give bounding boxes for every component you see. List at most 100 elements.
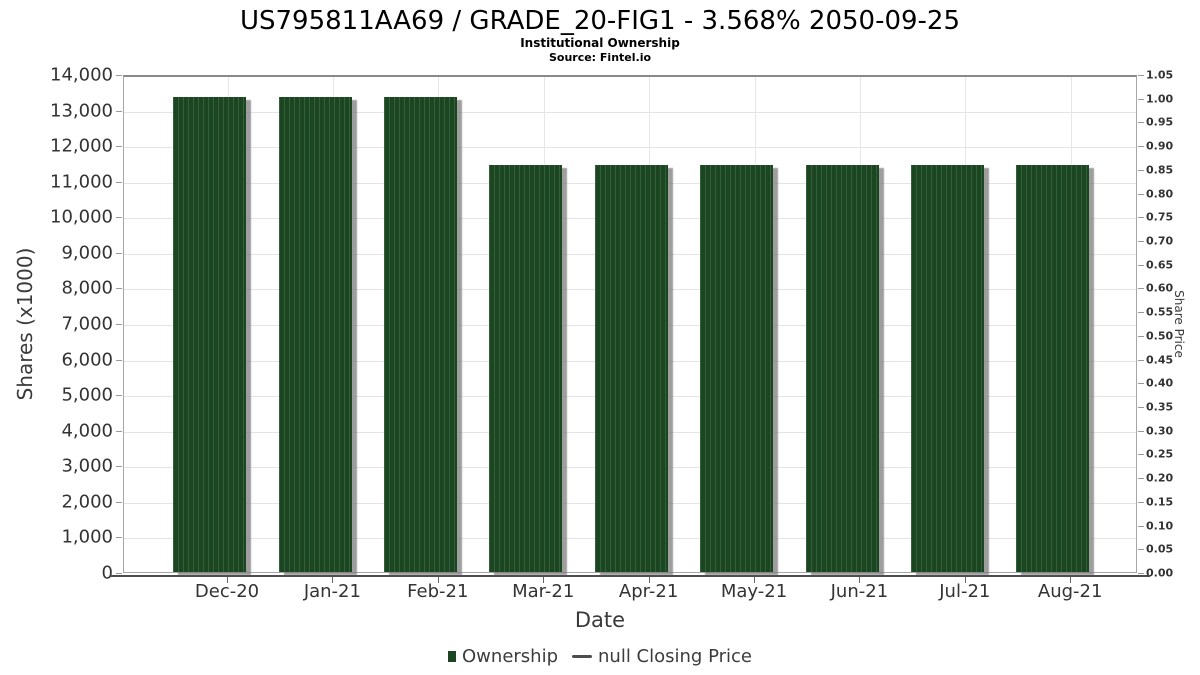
x-axis-title: Date [574, 608, 626, 632]
x-axis-tick-label: Jul-21 [939, 581, 991, 602]
right-axis-tick-label: 0.70 [1146, 234, 1174, 248]
right-axis-tick [1138, 549, 1144, 551]
left-axis-tick [116, 75, 122, 76]
legend: Ownership null Closing Price [0, 646, 1200, 667]
right-axis-tick-label: 1.05 [1146, 68, 1174, 82]
x-axis-tick-label: May-21 [720, 581, 788, 602]
left-axis-tick-label: 3,000 [61, 455, 113, 477]
right-axis-tick [1138, 501, 1144, 503]
x-axis-tick-label: Mar-21 [512, 581, 575, 602]
left-axis-tick [116, 501, 122, 503]
legend-item-ownership[interactable]: Ownership [448, 646, 558, 667]
right-axis-tick [1138, 217, 1144, 219]
ownership-bar-aug-21 [1016, 164, 1090, 572]
left-axis-tick [116, 359, 122, 361]
h-gridline [124, 147, 1136, 149]
ownership-bar-jun-21 [805, 164, 879, 572]
left-axis-tick-label: 1,000 [61, 526, 113, 548]
ownership-bar-feb-21 [384, 97, 458, 572]
x-axis-tick-label: Dec-20 [194, 581, 260, 602]
right-axis-tick-label: 0.50 [1146, 329, 1174, 343]
left-axis-tick-label: 7,000 [61, 313, 113, 335]
left-axis-tick [116, 146, 122, 148]
right-axis-tick-label: 0.45 [1146, 353, 1174, 367]
x-axis-tick [859, 577, 861, 583]
right-axis-tick [1138, 98, 1144, 100]
right-axis-title: Share Price [1172, 290, 1186, 358]
left-axis-tick [116, 181, 122, 183]
left-axis-tick-label: 12,000 [50, 135, 113, 157]
left-axis-tick [116, 217, 122, 219]
x-axis-tick [754, 577, 755, 583]
left-axis-tick-label: 2,000 [61, 491, 113, 513]
left-axis-tick [116, 395, 122, 397]
right-axis-tick-label: 0.20 [1146, 471, 1174, 485]
right-axis-tick [1138, 75, 1144, 76]
right-axis-tick [1138, 454, 1144, 456]
ownership-bar-may-21 [700, 164, 774, 572]
left-axis-tick-label: 9,000 [61, 242, 113, 264]
chart-title: US795811AA69 / GRADE_20-FIG1 - 3.568% 20… [239, 6, 961, 36]
left-axis-tick-label: 0 [101, 562, 113, 584]
left-axis-tick-label: 5,000 [61, 384, 113, 406]
plot-area [123, 75, 1137, 573]
right-axis-tick [1138, 478, 1144, 480]
right-axis-tick-label: 0.60 [1146, 281, 1174, 295]
left-axis-title: Shares (x1000) [13, 247, 37, 401]
left-axis-tick [116, 537, 122, 539]
right-axis-tick-label: 0.85 [1146, 163, 1174, 177]
left-axis-tick-label: 6,000 [61, 349, 113, 371]
right-axis-tick-label: 0.30 [1146, 424, 1174, 438]
right-axis-tick-label: 0.95 [1146, 115, 1174, 129]
right-axis-tick-label: 0.55 [1146, 305, 1174, 319]
left-axis-tick-label: 13,000 [50, 100, 113, 122]
x-axis-tick [437, 577, 439, 583]
right-axis-tick-label: 0.75 [1146, 210, 1174, 224]
ownership-bar-jan-21 [278, 97, 352, 572]
left-axis-tick-label: 11,000 [50, 171, 113, 193]
x-axis-tick [227, 577, 228, 583]
h-gridline [124, 111, 1136, 113]
right-axis-tick [1138, 525, 1144, 527]
x-axis-tick-label: Aug-21 [1037, 581, 1103, 602]
right-axis-tick-label: 1.00 [1146, 92, 1174, 106]
right-axis-tick-label: 0.40 [1146, 376, 1174, 390]
right-axis-tick [1138, 359, 1144, 361]
right-axis-tick [1138, 335, 1144, 337]
x-axis-tick [1070, 577, 1072, 583]
right-axis-tick-label: 0.65 [1146, 258, 1174, 272]
right-axis-tick [1138, 241, 1144, 242]
right-axis-tick-label: 0.90 [1146, 139, 1174, 153]
ownership-bar-jul-21 [911, 164, 985, 572]
left-axis-tick [116, 288, 122, 290]
right-axis-tick-label: 0.05 [1146, 542, 1174, 556]
left-axis-tick-label: 8,000 [61, 277, 113, 299]
x-axis-tick-label: Apr-21 [618, 581, 679, 602]
x-axis-tick [648, 577, 650, 583]
right-axis-tick-label: 0.80 [1146, 187, 1174, 201]
x-axis-tick-label: Feb-21 [407, 581, 469, 602]
left-axis-tick [116, 430, 122, 432]
right-axis-tick [1138, 312, 1144, 314]
right-axis-tick-label: 0.35 [1146, 400, 1174, 414]
x-axis-tick [964, 577, 966, 583]
ownership-bar-mar-21 [489, 164, 563, 572]
right-axis-tick [1138, 383, 1144, 385]
left-axis-tick [116, 573, 122, 574]
right-axis-tick [1138, 288, 1144, 290]
right-axis-tick [1138, 264, 1144, 266]
left-axis-tick [116, 466, 122, 468]
right-axis-tick-label: 0.00 [1146, 566, 1174, 580]
right-axis-tick-label: 0.15 [1146, 495, 1174, 509]
right-axis-tick [1138, 122, 1144, 124]
ownership-bar-apr-21 [594, 164, 668, 572]
right-axis-tick [1138, 169, 1144, 171]
left-axis-tick [116, 110, 122, 112]
right-axis-tick [1138, 407, 1144, 408]
legend-label-ownership: Ownership [462, 646, 559, 667]
legend-item-closing-price[interactable]: null Closing Price [572, 646, 752, 667]
closing-price-line-icon [572, 655, 593, 658]
x-axis-tick [332, 577, 334, 583]
right-axis-tick [1138, 573, 1144, 574]
chart-source: Source: Fintel.io [548, 51, 652, 64]
